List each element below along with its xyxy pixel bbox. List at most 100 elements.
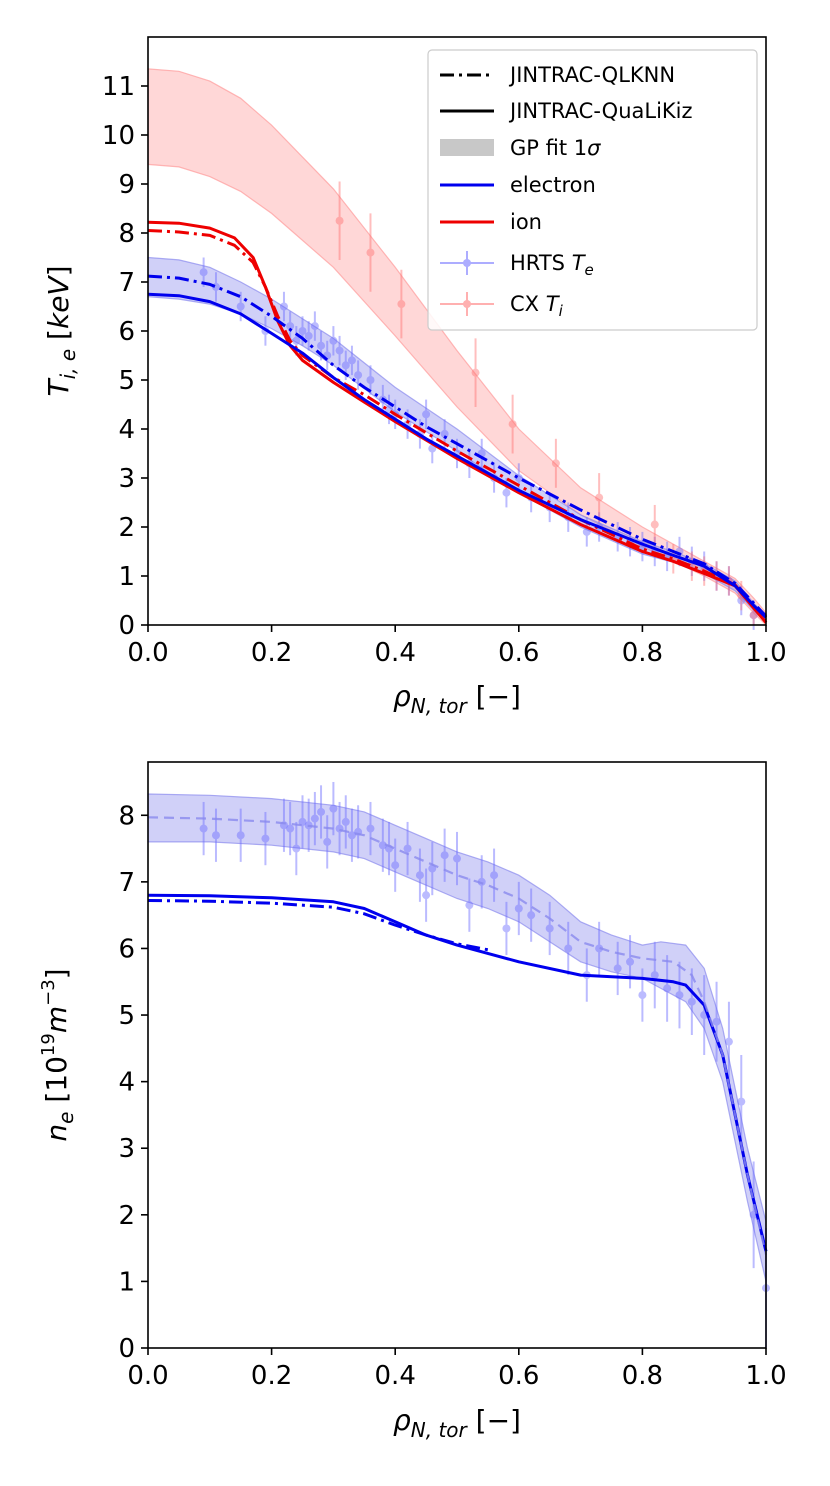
legend-box [427, 49, 758, 331]
y-tick-label: 1 [118, 1267, 135, 1297]
data-point [440, 828, 449, 882]
model-lines [147, 220, 768, 624]
x-tick-label: 0.6 [498, 638, 539, 668]
legend-label-hrts: HRTS Te [510, 251, 594, 279]
x-axis-label: ρN, tor [−] [393, 680, 521, 718]
model-lines [147, 816, 768, 1256]
y-tick-label: 5 [118, 1001, 135, 1031]
data-point [675, 961, 684, 1029]
data-point [310, 311, 319, 341]
data-point [545, 901, 554, 956]
data-point [663, 955, 672, 1022]
data-point [397, 269, 406, 339]
data-point [329, 326, 338, 356]
data-point [341, 795, 350, 849]
data-point [724, 1001, 733, 1082]
data-point [650, 941, 659, 1009]
data-point [378, 818, 387, 872]
data-point [613, 941, 622, 996]
x-tick-label: 0.8 [622, 1361, 663, 1391]
y-tick-label: 4 [118, 415, 135, 445]
data-point [490, 848, 499, 902]
y-tick-label: 8 [118, 219, 135, 249]
y-axis-label: ne [1019m−3] [38, 968, 78, 1141]
series-line-3 [147, 274, 768, 618]
y-tick-label: 0 [118, 1334, 135, 1364]
data-point [199, 801, 208, 856]
data-point [298, 316, 307, 346]
data-point [551, 438, 560, 488]
data-point [415, 848, 424, 902]
data-point [347, 808, 356, 862]
series-line-2 [147, 816, 768, 1256]
data-point [335, 181, 344, 260]
data-point [335, 335, 344, 366]
data-point [422, 868, 431, 922]
x-tick-label: 1.0 [745, 638, 786, 668]
data-point [366, 213, 375, 292]
x-tick-label: 0.8 [622, 638, 663, 668]
data-point [737, 1055, 746, 1149]
y-tick-label: 7 [118, 868, 135, 898]
data-point [236, 291, 245, 322]
x-tick-label: 0.4 [375, 1361, 416, 1391]
data-point [211, 808, 220, 862]
y-tick-label: 7 [118, 268, 135, 298]
data-point [317, 785, 326, 839]
axis-ticks: 0.0 0.2 0.4 0.6 0.8 1.0 0 1 2 3 4 5 6 7 8 [118, 801, 786, 1391]
plot-frame [147, 761, 767, 1349]
series-line-2 [147, 292, 768, 619]
data-point [712, 981, 721, 1062]
y-axis-label: Ti, e [keV] [42, 265, 80, 396]
x-tick-label: 0.6 [498, 1361, 539, 1391]
data-point [310, 791, 319, 846]
x-tick-label: 0.4 [375, 638, 416, 668]
legend-swatch-hrts [440, 251, 494, 275]
legend-label-qualikiz: JINTRAC-QuaLiKiz [508, 99, 693, 123]
y-tick-label: 4 [118, 1068, 135, 1098]
legend-label-ion: ion [510, 210, 542, 234]
legend-label-gp: GP fit 1σ [510, 136, 601, 160]
data-point [626, 935, 635, 989]
data-point [329, 781, 338, 836]
legend-label-cx: CX Ti [510, 292, 564, 320]
y-tick-label: 9 [118, 170, 135, 200]
y-tick-label: 6 [118, 317, 135, 347]
data-point [347, 345, 356, 376]
data-point [422, 399, 431, 429]
data-point [292, 821, 301, 876]
legend-swatch-gp [440, 139, 494, 156]
x-tick-label: 0.2 [251, 638, 292, 668]
temperature-panel: 0.0 0.2 0.4 0.6 0.8 1.0 0 1 2 3 4 5 6 7 8 9 10 11 JINTRAC… [42, 36, 787, 718]
series-line-1 [147, 899, 489, 952]
y-tick-label: 2 [118, 513, 135, 543]
data-point [391, 838, 400, 892]
data-point [286, 801, 295, 856]
y-tick-label: 1 [118, 562, 135, 592]
y-tick-label: 2 [118, 1201, 135, 1231]
y-tick-label: 0 [118, 611, 135, 641]
y-tick-label: 10 [102, 121, 135, 151]
data-point [403, 821, 412, 876]
legend: JINTRAC-QLKNN JINTRAC-QuaLiKiz GP fit 1σ… [427, 49, 758, 331]
y-tick-label: 8 [118, 801, 135, 831]
y-tick-label: 3 [118, 1134, 135, 1164]
data-point [286, 311, 295, 341]
x-tick-label: 0.2 [251, 1361, 292, 1391]
data-point [595, 921, 604, 976]
data-point [323, 815, 332, 869]
legend-label-electron: electron [510, 173, 596, 197]
plot-area [148, 762, 766, 1348]
data-point [465, 878, 474, 932]
data-point [279, 291, 288, 322]
data-point [502, 901, 511, 956]
data-point [453, 831, 461, 886]
data-point [527, 888, 536, 942]
x-tick-label: 0.0 [127, 638, 168, 668]
data-point [477, 855, 486, 909]
data-point [564, 921, 573, 976]
data-point [687, 968, 696, 1036]
x-axis-label: ρN, tor [−] [393, 1404, 521, 1442]
